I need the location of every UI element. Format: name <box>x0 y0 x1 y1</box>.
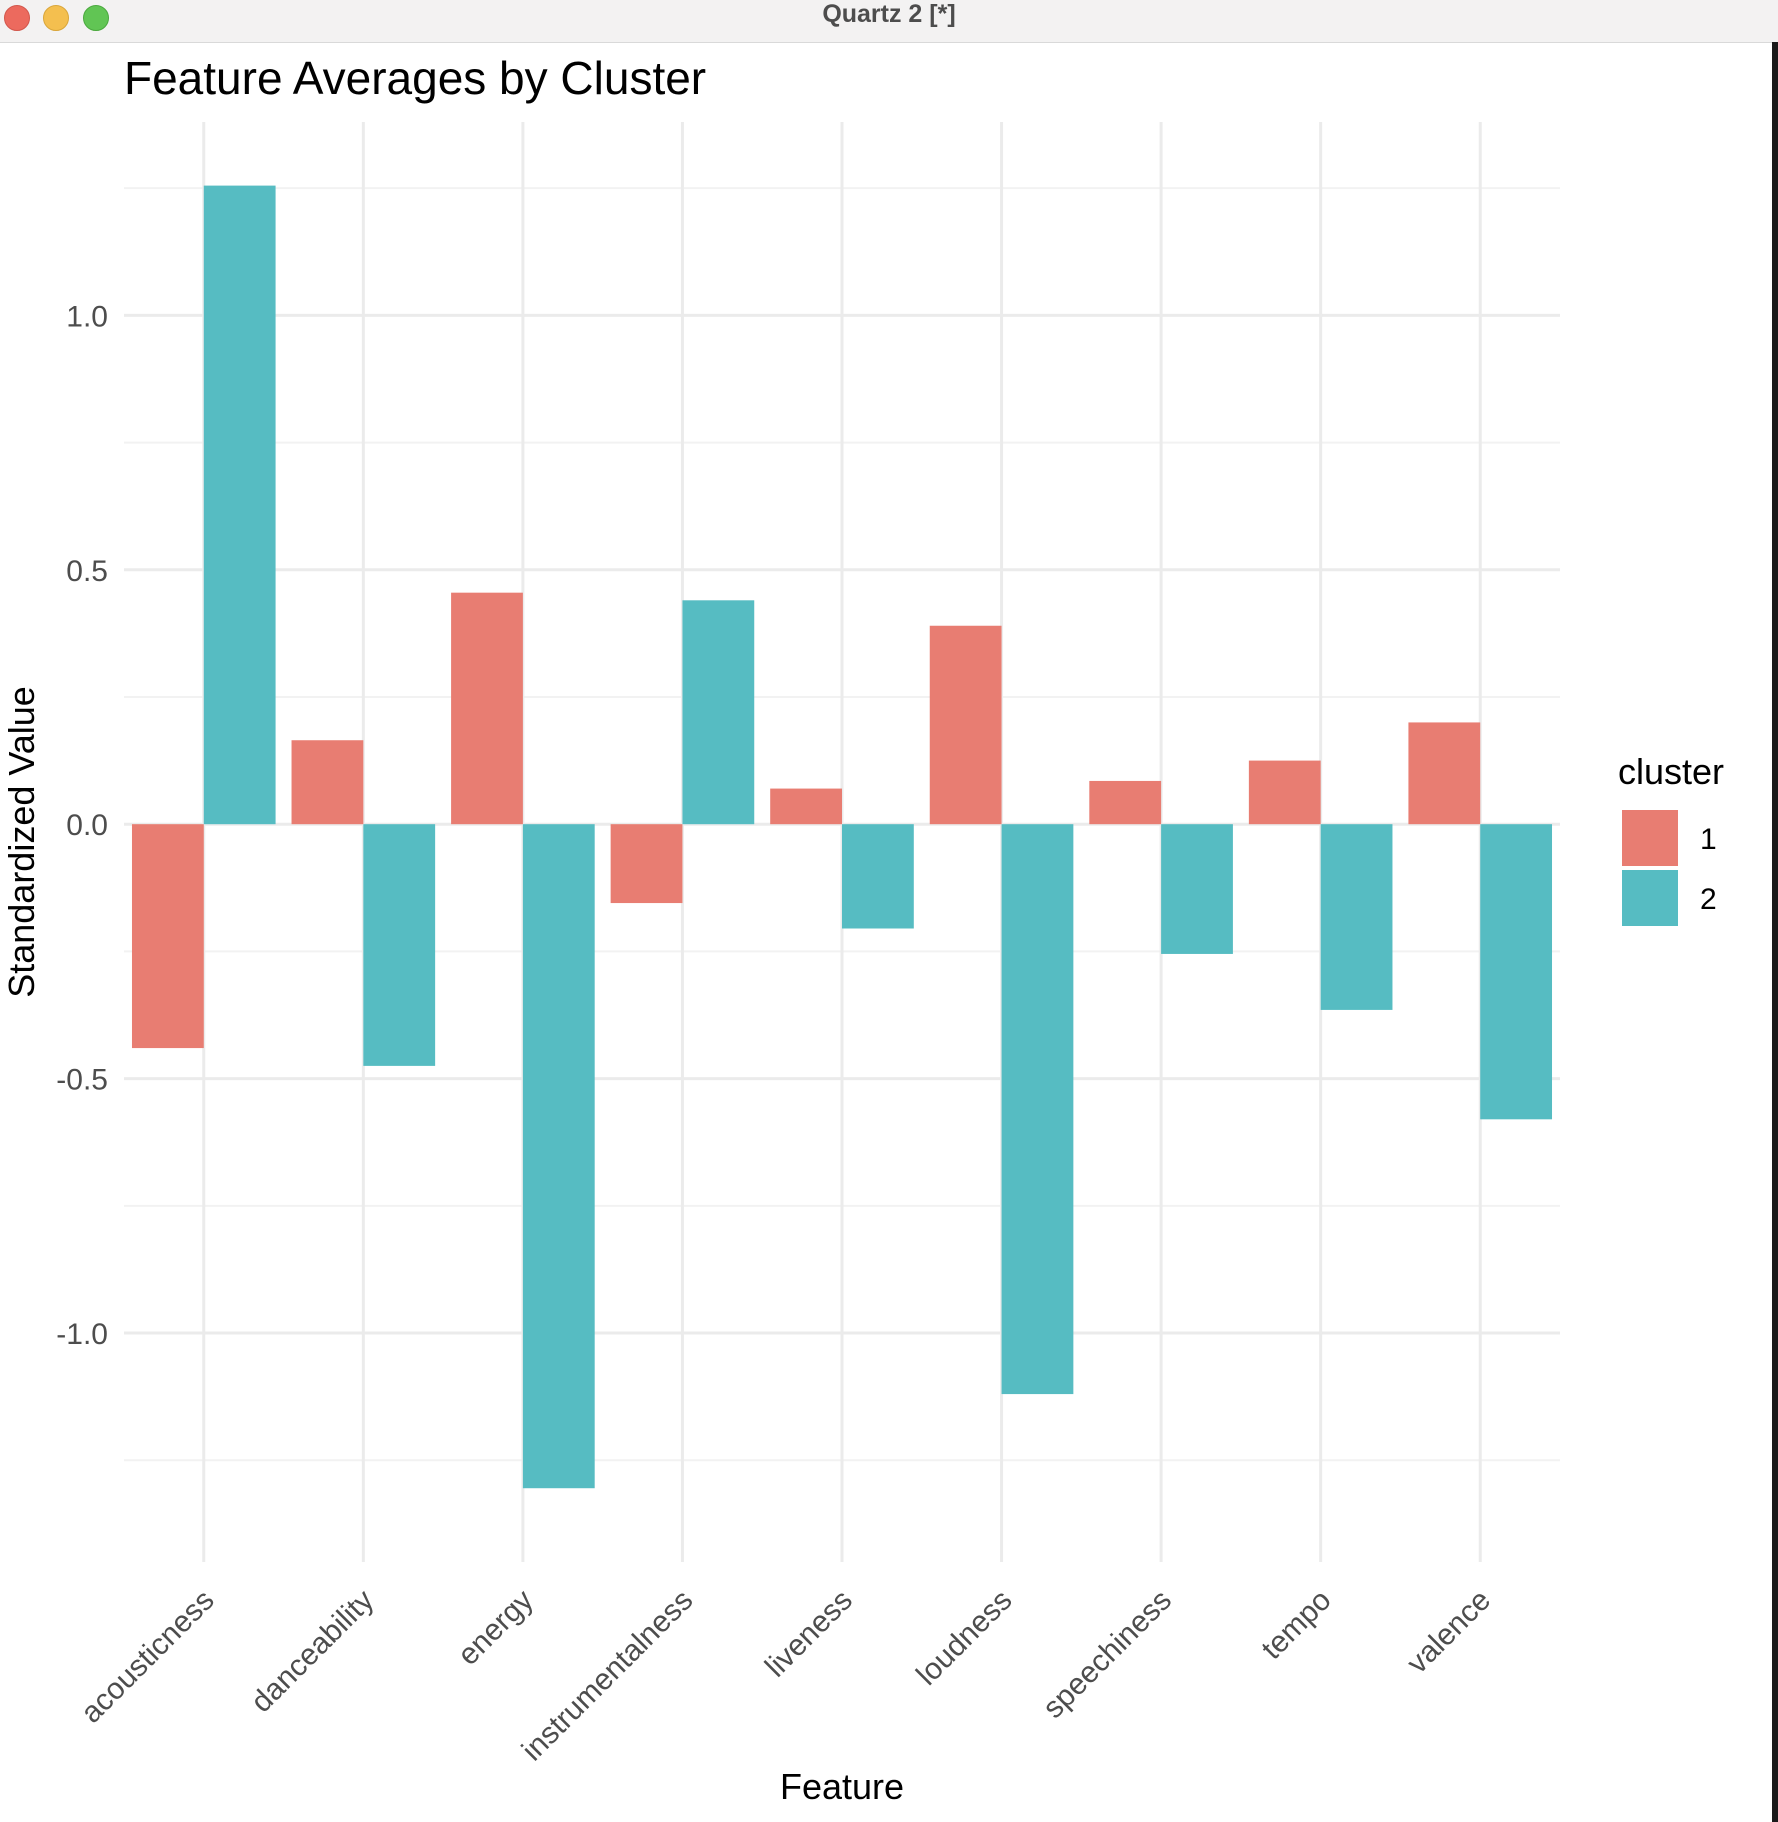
x-tick-label: danceability <box>245 1584 380 1719</box>
legend: cluster 1 2 <box>1618 751 1724 926</box>
bar-cluster-2-loudness <box>1001 824 1074 1395</box>
bar-cluster-2-valence <box>1480 824 1553 1120</box>
x-tick-label: speechiness <box>1037 1584 1178 1725</box>
bar-cluster-2-danceability <box>363 824 436 1066</box>
bar-cluster-2-energy <box>522 824 595 1489</box>
legend-key-2 <box>1622 870 1678 926</box>
bar-chart: Feature Averages by Cluster -1.0 -0.5 0.0 0… <box>1 52 1724 1807</box>
x-tick-label: acousticness <box>75 1584 221 1730</box>
x-tick-label: tempo <box>1255 1584 1337 1666</box>
x-tick-label: liveness <box>759 1584 859 1684</box>
window-titlebar: Quartz 2 [*] <box>0 0 1778 43</box>
bar-cluster-1-danceability <box>291 740 364 825</box>
legend-label: 1 <box>1700 823 1717 856</box>
x-axis-label: Feature <box>780 1766 904 1807</box>
bar-cluster-1-valence <box>1408 722 1481 825</box>
bar-cluster-1-acousticness <box>131 824 204 1049</box>
bar-cluster-1-loudness <box>929 625 1002 825</box>
y-tick-label: 1.0 <box>66 300 108 333</box>
legend-key-1 <box>1622 810 1678 866</box>
window-edge <box>1772 42 1778 1822</box>
legend-title: cluster <box>1618 751 1724 792</box>
minimize-window-button[interactable] <box>43 5 69 31</box>
bar-cluster-1-tempo <box>1248 760 1321 825</box>
y-axis-ticks: -1.0 -0.5 0.0 0.5 1.0 <box>56 300 108 1351</box>
y-tick-label: -0.5 <box>56 1064 108 1097</box>
bar-cluster-1-instrumentalness <box>610 824 683 904</box>
x-tick-label: valence <box>1401 1584 1497 1680</box>
bar-cluster-2-liveness <box>842 824 914 929</box>
x-axis-ticks: acousticness danceability energyinstrument… <box>75 1584 1497 1768</box>
bar-cluster-2-acousticness <box>203 185 276 825</box>
legend-label: 2 <box>1700 883 1717 916</box>
y-axis-label: Standardized Value <box>1 686 42 998</box>
zoom-window-button[interactable] <box>83 5 109 31</box>
y-tick-label: 0.5 <box>66 555 108 588</box>
bar-cluster-2-speechiness <box>1161 824 1233 954</box>
y-tick-label: 0.0 <box>66 809 108 842</box>
bar-cluster-1-liveness <box>770 788 842 825</box>
bar-cluster-2-instrumentalness <box>682 600 755 825</box>
y-tick-label: -1.0 <box>56 1318 108 1351</box>
x-tick-label: instrumentalness <box>516 1584 700 1768</box>
bar-cluster-1-speechiness <box>1089 780 1162 825</box>
bars <box>131 185 1553 1489</box>
x-tick-label: energy <box>452 1584 540 1672</box>
window-title: Quartz 2 [*] <box>822 0 956 28</box>
close-window-button[interactable] <box>4 5 30 31</box>
chart-title: Feature Averages by Cluster <box>124 52 706 104</box>
bar-cluster-2-tempo <box>1320 824 1393 1010</box>
bar-cluster-1-energy <box>451 592 523 825</box>
x-tick-label: loudness <box>910 1584 1018 1692</box>
